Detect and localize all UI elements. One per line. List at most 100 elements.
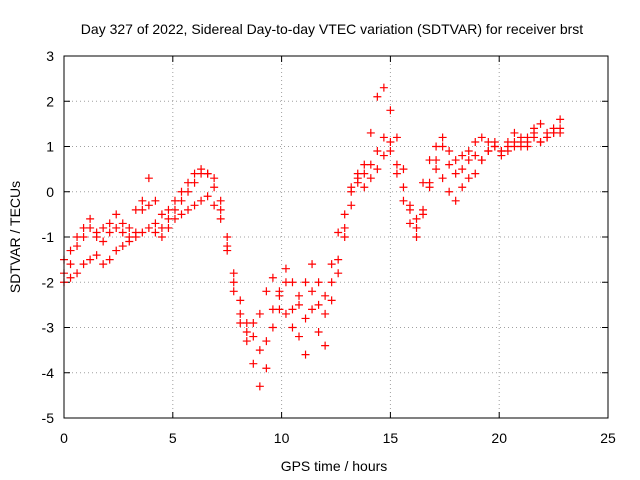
chart-title: Day 327 of 2022, Sidereal Day-to-day VTE… <box>81 21 583 37</box>
data-point <box>197 165 206 174</box>
data-point <box>197 196 206 205</box>
data-point <box>125 223 134 232</box>
data-point <box>92 251 101 260</box>
data-point <box>301 314 310 323</box>
data-point <box>308 260 317 269</box>
data-point <box>477 156 486 165</box>
data-point <box>471 137 480 146</box>
y-tick-label: -1 <box>42 229 55 245</box>
data-point <box>392 133 401 142</box>
data-point <box>399 196 408 205</box>
data-point <box>314 300 323 309</box>
data-point <box>530 124 539 133</box>
data-point <box>392 169 401 178</box>
data-point <box>503 147 512 156</box>
data-point <box>229 287 238 296</box>
data-point <box>458 165 467 174</box>
data-point <box>144 201 153 210</box>
data-point <box>419 205 428 214</box>
data-point <box>451 156 460 165</box>
data-point <box>458 183 467 192</box>
data-point <box>73 233 82 241</box>
data-point <box>340 223 349 232</box>
data-point <box>210 183 219 192</box>
data-point <box>216 205 225 214</box>
data-point <box>477 133 486 142</box>
data-point <box>458 151 467 160</box>
data-point <box>86 214 95 223</box>
data-point <box>445 187 454 196</box>
data-point <box>510 128 519 137</box>
data-point <box>66 246 75 255</box>
data-point <box>66 273 75 282</box>
data-point <box>327 260 336 269</box>
data-point <box>190 169 199 178</box>
data-point <box>262 287 271 296</box>
y-tick-label: 3 <box>46 48 54 64</box>
data-point <box>373 147 382 156</box>
data-point <box>112 210 121 219</box>
data-point <box>366 174 375 183</box>
data-point <box>353 174 362 183</box>
data-point <box>438 174 447 183</box>
data-point <box>360 183 369 192</box>
data-points <box>60 83 565 391</box>
data-point <box>99 237 108 246</box>
data-point <box>118 242 127 251</box>
data-point <box>432 156 441 165</box>
data-point <box>138 228 147 237</box>
series-1 <box>60 128 565 355</box>
data-point <box>334 228 343 237</box>
data-point <box>543 128 552 137</box>
data-point <box>360 160 369 169</box>
data-point <box>340 210 349 219</box>
data-point <box>288 305 297 314</box>
data-point <box>438 133 447 142</box>
data-point <box>216 214 225 223</box>
data-point <box>242 328 251 337</box>
data-point <box>321 341 330 350</box>
data-point <box>471 151 480 160</box>
data-point <box>556 115 565 124</box>
data-point <box>340 233 349 241</box>
data-point <box>451 169 460 178</box>
data-point <box>379 83 388 92</box>
data-point <box>379 133 388 142</box>
data-point <box>405 219 414 228</box>
data-point <box>281 309 290 318</box>
data-point <box>523 142 532 151</box>
data-point <box>131 233 140 241</box>
data-point <box>249 332 258 341</box>
axis-ticks: 0 5 10 15 20 25 -5 -4 -3 -2 -1 0 1 2 3 <box>42 48 616 446</box>
data-point <box>118 228 127 237</box>
data-point <box>295 332 304 341</box>
series-2 <box>60 83 565 391</box>
grid <box>64 56 608 418</box>
data-point <box>223 242 232 251</box>
data-point <box>386 106 395 115</box>
data-point <box>170 196 179 205</box>
data-point <box>73 242 82 251</box>
data-point <box>373 165 382 174</box>
data-point <box>105 228 114 237</box>
data-point <box>170 214 179 223</box>
data-point <box>412 233 421 241</box>
x-tick-label: 0 <box>60 430 68 446</box>
data-point <box>484 147 493 156</box>
data-point <box>295 300 304 309</box>
data-point <box>321 309 330 318</box>
data-point <box>386 147 395 156</box>
data-point <box>425 178 434 187</box>
data-point <box>386 137 395 146</box>
data-point <box>314 278 323 287</box>
data-point <box>92 228 101 237</box>
data-point <box>99 260 108 269</box>
data-point <box>151 219 160 228</box>
data-point <box>288 323 297 332</box>
data-point <box>308 305 317 314</box>
data-point <box>275 291 284 300</box>
data-point <box>536 119 545 128</box>
data-point <box>262 337 271 346</box>
